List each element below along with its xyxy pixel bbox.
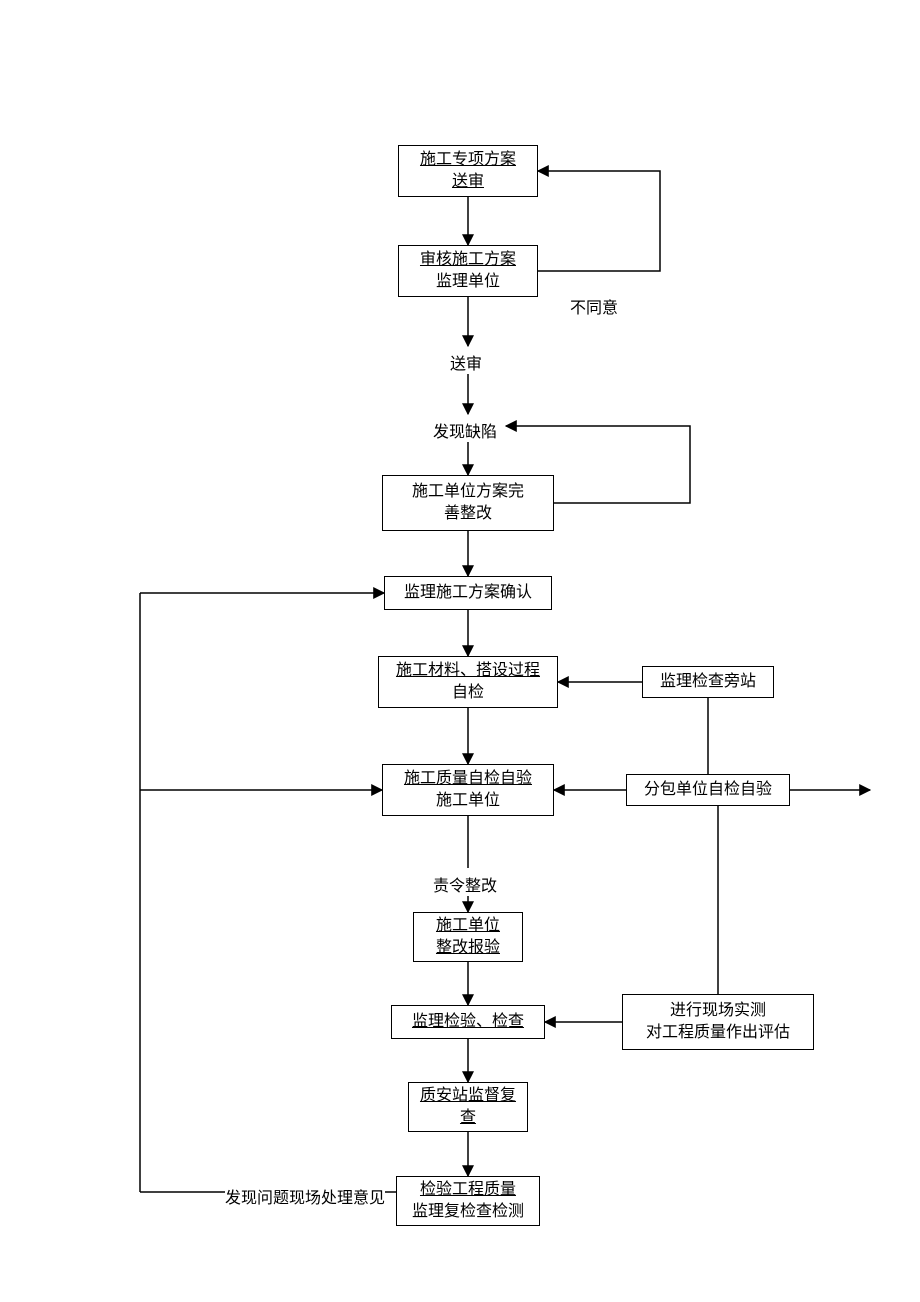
node-n11: 监理检查旁站 (642, 666, 774, 698)
node-n4-line1: 监理施工方案确认 (404, 582, 532, 604)
node-n7: 施工单位 整改报验 (413, 912, 523, 962)
node-n13-line2: 对工程质量作出评估 (646, 1022, 790, 1044)
node-n7-line1: 施工单位 (436, 915, 500, 937)
label-onsite-opinion: 发现问题现场处理意见 (225, 1184, 385, 1208)
node-n2: 审核施工方案 监理单位 (398, 245, 538, 297)
node-n9-line2: 查 (460, 1107, 476, 1129)
node-n13-line1: 进行现场实测 (670, 1000, 766, 1022)
node-n4: 监理施工方案确认 (384, 576, 552, 610)
node-n7-line2: 整改报验 (436, 937, 500, 959)
node-n10-line2: 监理复检查检测 (412, 1201, 524, 1223)
node-n2-line1: 审核施工方案 (420, 249, 516, 271)
node-n11-line1: 监理检查旁站 (660, 671, 756, 693)
flowchart-canvas: 施工专项方案 送审 审核施工方案 监理单位 施工单位方案完 善整改 监理施工方案… (0, 0, 920, 1302)
node-n9: 质安站监督复 查 (408, 1082, 528, 1132)
node-n5: 施工材料、搭设过程 自检 (378, 656, 558, 708)
label-rectify: 责令整改 (433, 872, 497, 896)
node-n1-line1: 施工专项方案 (420, 149, 516, 171)
node-n10-line1: 检验工程质量 (420, 1179, 516, 1201)
node-n3: 施工单位方案完 善整改 (382, 475, 554, 531)
node-n9-line1: 质安站监督复 (420, 1085, 516, 1107)
node-n3-line1: 施工单位方案完 (412, 481, 524, 503)
node-n6-line1: 施工质量自检自验 (404, 768, 532, 790)
node-n1: 施工专项方案 送审 (398, 145, 538, 197)
node-n12: 分包单位自检自验 (626, 774, 790, 806)
node-n6: 施工质量自检自验 施工单位 (382, 764, 554, 816)
label-submit: 送审 (450, 350, 482, 374)
node-n5-line2: 自检 (452, 682, 484, 704)
node-n5-line1: 施工材料、搭设过程 (396, 660, 540, 682)
node-n13: 进行现场实测 对工程质量作出评估 (622, 994, 814, 1050)
label-disagree: 不同意 (570, 294, 618, 318)
edge-disagree-loop (538, 171, 660, 271)
node-n1-line2: 送审 (452, 171, 484, 193)
label-defect: 发现缺陷 (433, 418, 497, 442)
node-n12-line1: 分包单位自检自验 (644, 779, 772, 801)
node-n3-line2: 善整改 (444, 503, 492, 525)
node-n8-line1: 监理检验、检查 (412, 1011, 524, 1033)
node-n2-line2: 监理单位 (436, 271, 500, 293)
node-n6-line2: 施工单位 (436, 790, 500, 812)
node-n10: 检验工程质量 监理复检查检测 (396, 1176, 540, 1226)
node-n8: 监理检验、检查 (391, 1005, 545, 1039)
